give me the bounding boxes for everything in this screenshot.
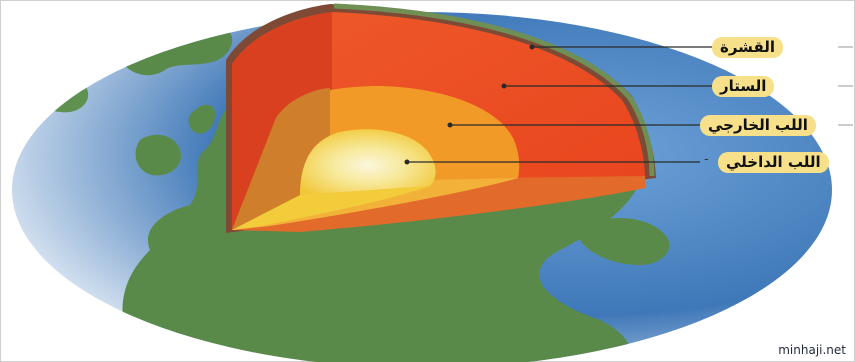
cutaway	[226, 3, 656, 233]
land-britain	[188, 104, 216, 134]
inner-core-layer	[300, 129, 436, 195]
outer-core-side-face	[232, 88, 330, 230]
right-guides	[838, 46, 853, 126]
inner-core-pointer-dot	[404, 159, 410, 165]
crust-rim	[333, 3, 655, 177]
land-africa	[122, 100, 640, 362]
land-masses	[29, 18, 670, 362]
inner-core-bottom-face	[232, 186, 430, 230]
crust-pointer-dot	[529, 44, 535, 50]
land-east	[580, 218, 670, 265]
label-inner-core: اللب الداخلي	[718, 152, 829, 173]
label-outer-core: اللب الخارجي	[700, 115, 816, 136]
land-northwest	[29, 69, 89, 113]
mantle-pointer-dot	[501, 83, 507, 89]
stray-dash: -	[704, 152, 709, 167]
label-mantle: الستار	[712, 76, 775, 97]
outer-core-pointer-dot	[447, 122, 453, 128]
watermark: minhaji.net	[775, 342, 849, 358]
label-crust: القشرة	[712, 37, 784, 58]
pointers	[404, 44, 712, 165]
land-europe	[135, 134, 181, 176]
